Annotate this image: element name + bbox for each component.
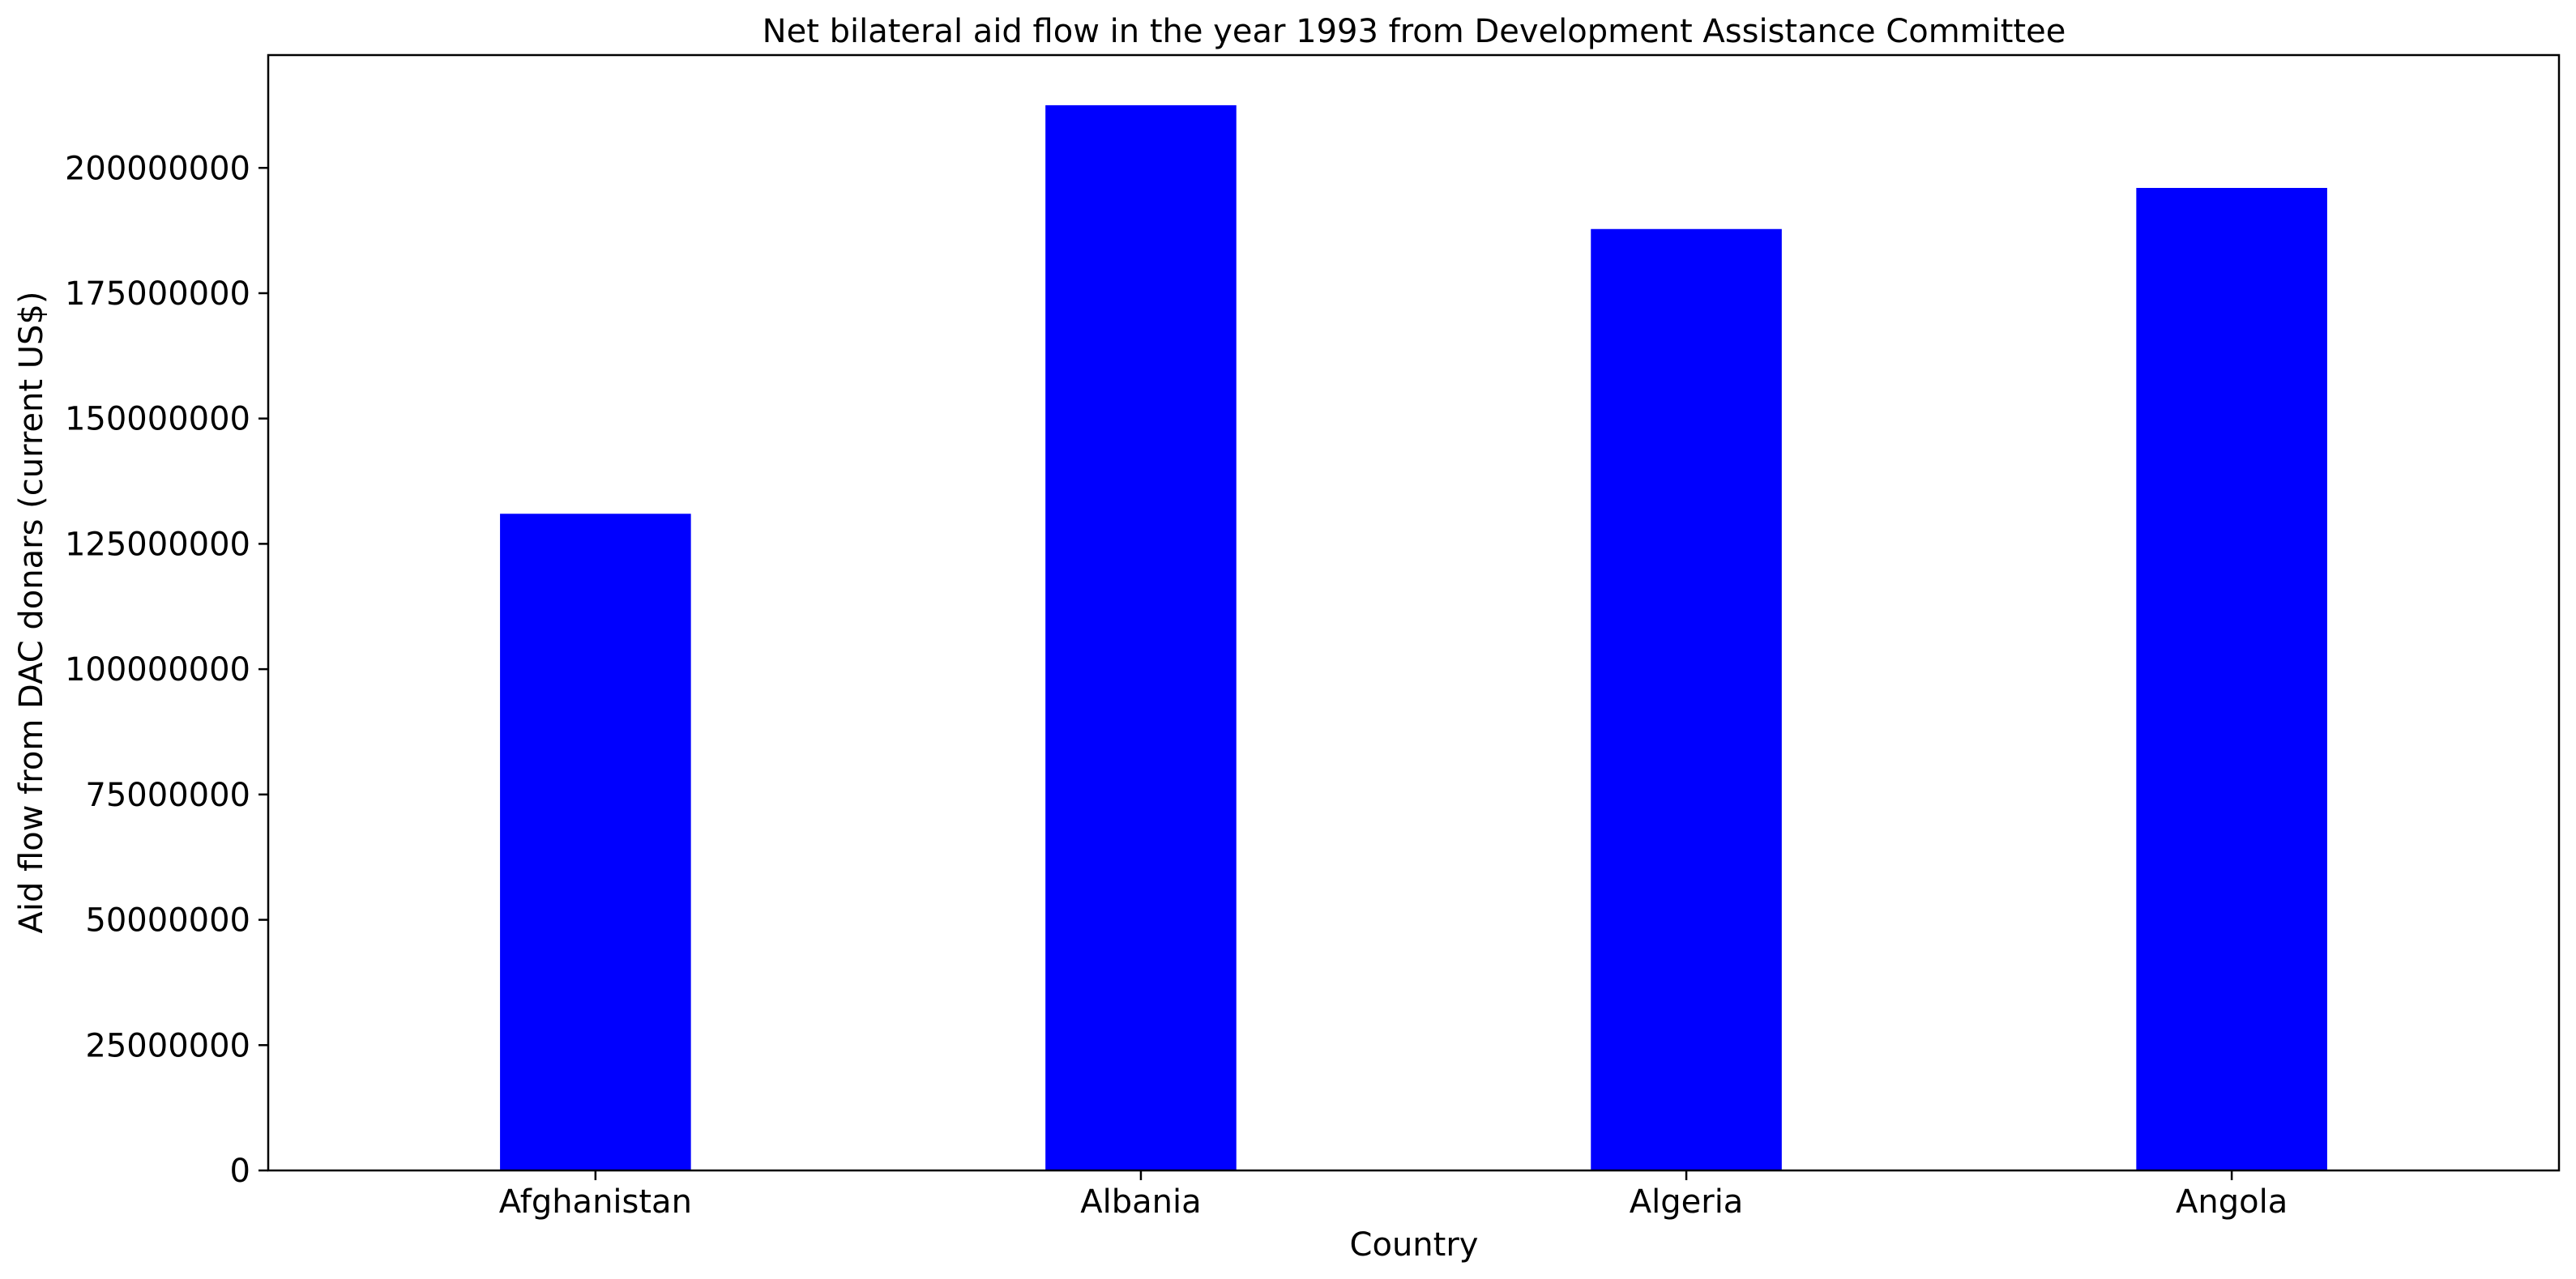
y-tick-label: 75000000 <box>85 777 250 814</box>
bar-angola <box>2136 188 2327 1170</box>
y-tick-label: 100000000 <box>65 651 250 689</box>
bar-algeria <box>1591 228 1782 1170</box>
y-tick-label: 125000000 <box>65 526 250 563</box>
bar-afghanistan <box>500 514 691 1170</box>
bar-albania <box>1045 104 1237 1170</box>
bars-group <box>500 104 2327 1170</box>
y-tick-label: 25000000 <box>85 1027 250 1064</box>
x-tick-label-afghanistan: Afghanistan <box>499 1183 692 1221</box>
y-axis-ticks: 0 25000000 50000000 75000000 100000000 125000… <box>65 150 268 1190</box>
x-tick-label-angola: Angola <box>2176 1183 2288 1221</box>
x-axis-ticks: Afghanistan Albania Algeria Angola <box>499 1170 2288 1221</box>
y-tick-label: 200000000 <box>65 150 250 187</box>
plot-frame <box>267 53 2561 1172</box>
chart-title: Net bilateral aid flow in the year 1993 … <box>763 13 2066 50</box>
y-tick-label: 50000000 <box>85 902 250 940</box>
y-tick-label: 150000000 <box>65 401 250 438</box>
y-axis-label: Aid flow from DAC donars (current US$) <box>13 292 50 934</box>
y-tick-label: 175000000 <box>65 275 250 313</box>
y-tick-label: 0 <box>230 1153 250 1190</box>
x-tick-label-albania: Albania <box>1080 1183 1201 1221</box>
x-axis-label: Country <box>1350 1226 1479 1264</box>
x-tick-label-algeria: Algeria <box>1630 1183 1744 1221</box>
